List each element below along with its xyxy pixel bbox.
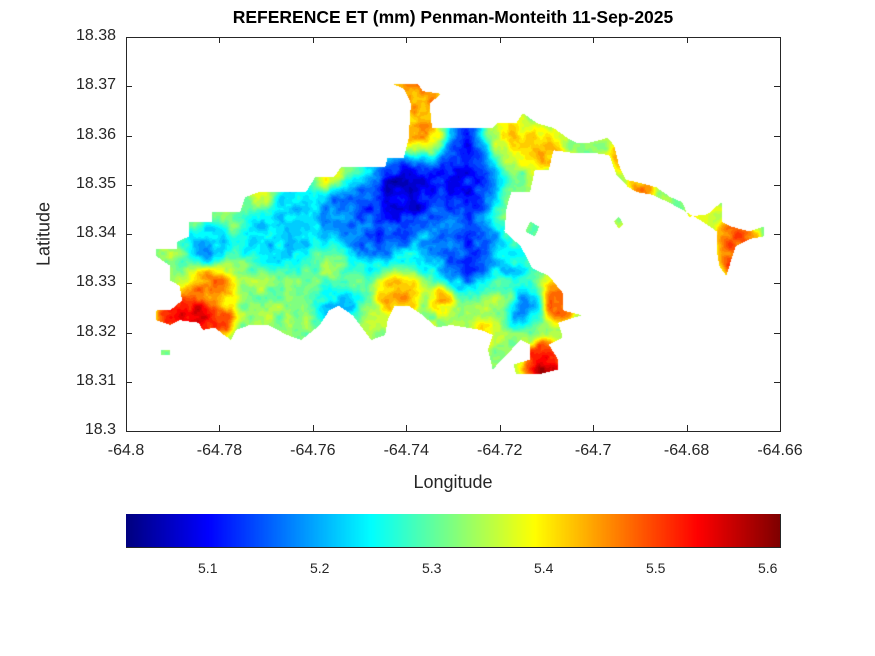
colorbar-tick-label: 5.1 bbox=[198, 560, 218, 576]
y-axis-ticks bbox=[126, 37, 780, 432]
colorbar-tick-label: 5.3 bbox=[421, 560, 442, 576]
y-axis-label: Latitude bbox=[33, 201, 54, 267]
y-tick-label: 18.36 bbox=[75, 125, 116, 143]
y-tick-label: 18.37 bbox=[75, 76, 116, 94]
x-tick-label: -64.8 bbox=[107, 442, 145, 459]
x-tick-label: -64.76 bbox=[290, 442, 336, 459]
x-tick-label: -64.74 bbox=[383, 442, 429, 459]
colorbar-tick-label: 5.4 bbox=[533, 560, 554, 576]
y-tick-label: 18.38 bbox=[75, 27, 116, 44]
y-tick-label: 18.32 bbox=[75, 322, 116, 340]
x-tick-label: -64.7 bbox=[574, 442, 612, 459]
colorbar-tick-label: 5.6 bbox=[757, 560, 778, 576]
y-tick-label: 18.3 bbox=[84, 421, 116, 438]
x-tick-label: -64.68 bbox=[663, 442, 710, 459]
colorbar-tick-label: 5.2 bbox=[310, 560, 330, 576]
x-tick-label: -64.66 bbox=[757, 442, 803, 459]
colorbar bbox=[126, 514, 780, 547]
x-tick-label: -64.72 bbox=[477, 442, 523, 459]
x-axis-ticks bbox=[126, 37, 781, 431]
x-tick-label: -64.78 bbox=[196, 442, 243, 459]
chart-title: REFERENCE ET (mm) Penman-Monteith 11-Sep… bbox=[232, 7, 674, 27]
y-tick-label: 18.35 bbox=[75, 174, 116, 192]
y-tick-label: 18.33 bbox=[75, 273, 116, 291]
axes-border bbox=[126, 37, 781, 432]
axes-frame bbox=[126, 37, 781, 548]
colorbar-tick-label: 5.5 bbox=[645, 560, 666, 576]
y-tick-label: 18.31 bbox=[75, 371, 116, 389]
et-heatmap bbox=[126, 37, 780, 431]
y-tick-label: 18.34 bbox=[75, 224, 116, 241]
x-axis-label: Longitude bbox=[413, 472, 493, 492]
